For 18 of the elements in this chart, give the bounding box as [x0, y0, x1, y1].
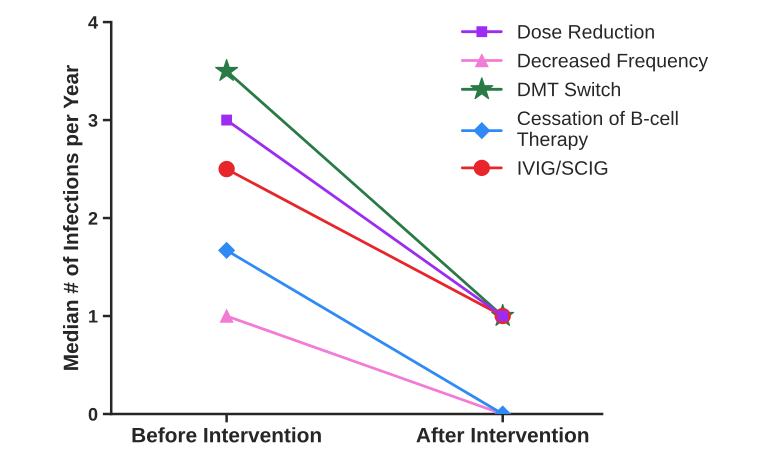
legend-label: Cessation of B-cell Therapy — [517, 110, 678, 150]
legend-label: Decreased Frequency — [518, 53, 708, 72]
y-tick-label: 0 — [88, 408, 98, 421]
point — [218, 160, 235, 178]
point — [218, 242, 235, 259]
y-tick-label: 3 — [88, 114, 98, 127]
legend-label: DMT Switch — [518, 82, 620, 96]
y-tick-label: 1 — [89, 310, 98, 323]
point — [214, 58, 238, 82]
legend-label: IVIG/SCIG — [518, 160, 608, 175]
y-tick-label: 4 — [88, 16, 98, 29]
x-tick-label: After Intervention — [416, 427, 588, 442]
y-tick-label: 2 — [88, 212, 98, 225]
y-axis-title: Median # of Infections per Year — [63, 65, 82, 370]
legend-label: Dose Reduction — [518, 24, 654, 39]
point — [221, 114, 232, 126]
x-tick-label: Before Intervention — [132, 427, 321, 442]
point — [220, 309, 234, 323]
